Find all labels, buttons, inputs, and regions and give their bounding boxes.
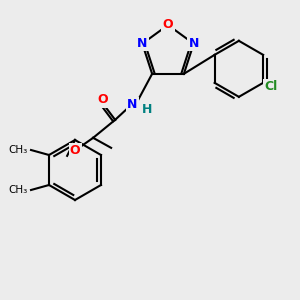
Text: CH₃: CH₃ bbox=[9, 185, 28, 195]
Text: Cl: Cl bbox=[265, 80, 278, 93]
Text: N: N bbox=[188, 37, 199, 50]
Text: O: O bbox=[70, 144, 80, 157]
Text: N: N bbox=[137, 37, 148, 50]
Text: N: N bbox=[127, 98, 137, 111]
Text: O: O bbox=[163, 19, 173, 32]
Text: CH₃: CH₃ bbox=[9, 145, 28, 155]
Text: H: H bbox=[142, 103, 152, 116]
Text: O: O bbox=[98, 93, 108, 106]
